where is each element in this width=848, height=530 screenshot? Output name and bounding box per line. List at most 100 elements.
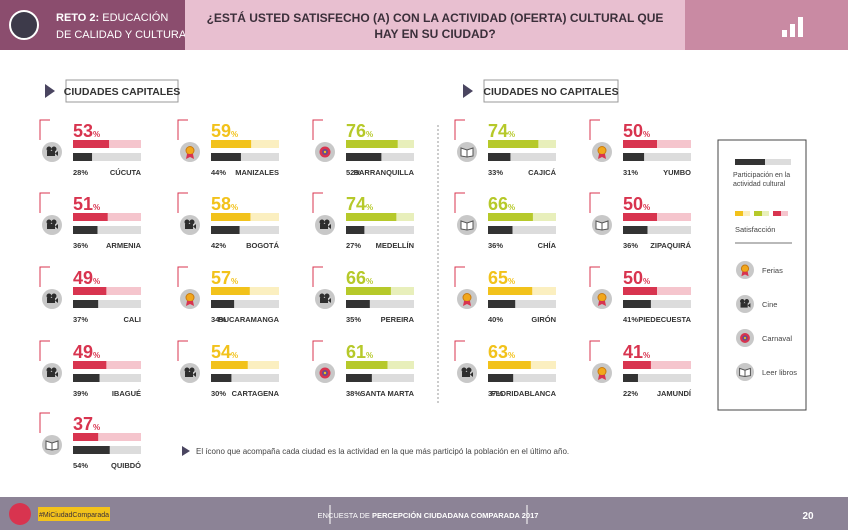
icon-part — [185, 293, 195, 302]
participation-bar — [211, 300, 235, 308]
satisfaction-label: 57% — [211, 268, 238, 288]
satisfaction-bar — [488, 213, 533, 221]
legend-swatch — [754, 211, 762, 216]
legend-swatch — [781, 211, 788, 216]
activity-icon — [457, 215, 477, 235]
survey-prefix: ENCUESTA DE — [318, 511, 372, 520]
satisfaction-track — [623, 361, 691, 369]
reto-line: RETO 2: EDUCACIÓN — [56, 11, 168, 24]
city-name: SANTA MARTA — [360, 389, 414, 398]
icon-part — [184, 219, 190, 225]
block-bracket — [312, 340, 323, 361]
satisfaction-value: 41 — [623, 342, 643, 362]
icon-part — [598, 375, 606, 380]
activity-icon — [315, 142, 335, 162]
satisfaction-label: 74% — [346, 194, 373, 214]
participation-bar — [488, 300, 516, 308]
city-name: FLORIDABLANCA — [491, 389, 557, 398]
satisfaction-bar — [73, 361, 107, 369]
activity-icon — [180, 215, 200, 235]
block-bracket — [39, 192, 50, 213]
participation-label: 41% — [623, 315, 638, 324]
activity-icon — [42, 289, 62, 309]
satisfaction-bar — [211, 361, 248, 369]
icon-part — [470, 372, 473, 377]
city-name: GIRÓN — [531, 315, 556, 324]
icon-part — [463, 301, 471, 306]
icon-part — [741, 271, 749, 277]
participation-label: 54% — [73, 461, 88, 470]
page-number: 20 — [802, 511, 814, 522]
city-name: CAJICÁ — [528, 168, 557, 177]
satisfaction-value: 74 — [488, 121, 508, 141]
icon-part — [320, 224, 328, 229]
block-bracket — [454, 340, 465, 361]
icon-part — [55, 298, 58, 303]
icon-part — [319, 293, 325, 299]
participation-label: 37% — [73, 315, 88, 324]
hashtag: #MiCiudadComparada — [39, 512, 109, 519]
icon-part — [462, 372, 470, 377]
title: HAY EN SU CIUDAD? — [374, 27, 495, 41]
block-bracket — [589, 340, 600, 361]
activity-icon — [42, 142, 62, 162]
icon-part — [747, 303, 751, 308]
satisfaction-bar — [488, 361, 531, 369]
participation-bar — [73, 300, 99, 308]
satisfaction-bar — [623, 213, 657, 221]
activity-icon — [180, 142, 200, 162]
participation-label: 36% — [73, 241, 88, 250]
city-name: PIEDECUESTA — [638, 315, 691, 324]
satisfaction-track — [73, 287, 141, 295]
reto-label: RETO 2: — [56, 12, 99, 24]
icon-part — [462, 293, 472, 302]
footer-logo — [9, 503, 31, 525]
participation-track — [73, 153, 141, 161]
satisfaction-bar — [623, 140, 657, 148]
satisfaction-bar — [488, 287, 533, 295]
participation-label: 37% — [488, 389, 503, 398]
legend-swatch — [765, 159, 791, 165]
icon-part — [46, 293, 52, 299]
participation-label: 30% — [211, 389, 226, 398]
icon-part — [47, 298, 55, 303]
icon-part — [46, 219, 52, 225]
percent-sign: % — [231, 277, 238, 286]
satisfaction-bar — [73, 140, 110, 148]
icon-part — [466, 367, 472, 373]
satisfaction-value: 53 — [73, 121, 93, 141]
participation-label: 39% — [73, 389, 88, 398]
percent-sign: % — [231, 351, 238, 360]
survey-bold: PERCEPCIÓN CIUDADANA COMPARADA 2017 — [372, 511, 538, 520]
participation-track — [73, 374, 141, 382]
icon-part — [185, 224, 193, 229]
header-icon — [782, 17, 803, 37]
satisfaction-value: 66 — [346, 268, 366, 288]
participation-track — [623, 226, 691, 234]
participation-label: 35% — [346, 315, 361, 324]
section-box — [483, 79, 619, 103]
city-name: JAMUNDÍ — [657, 389, 692, 398]
participation-track — [211, 226, 279, 234]
participation-label: 22% — [623, 389, 638, 398]
bullet — [182, 446, 190, 456]
icon-part — [598, 154, 606, 159]
city-name: QUIBDÓ — [111, 461, 141, 470]
city-name: IBAGUÉ — [112, 389, 141, 398]
footnote: El ícono que acompaña cada ciudad es la … — [196, 447, 569, 456]
participation-track — [488, 226, 556, 234]
participation-bar — [73, 374, 100, 382]
reto-text: EDUCACIÓN — [102, 11, 168, 24]
participation-track — [211, 300, 279, 308]
legend-participation: Participación en la actividad cultural — [733, 172, 791, 188]
participation-bar — [346, 300, 370, 308]
legend-swatch — [743, 211, 750, 216]
participation-track — [346, 300, 414, 308]
icon-part — [55, 372, 58, 377]
participation-bar — [73, 226, 98, 234]
participation-bar — [488, 153, 511, 161]
participation-track — [211, 153, 279, 161]
icon-part — [328, 224, 331, 229]
participation-bar — [623, 374, 638, 382]
